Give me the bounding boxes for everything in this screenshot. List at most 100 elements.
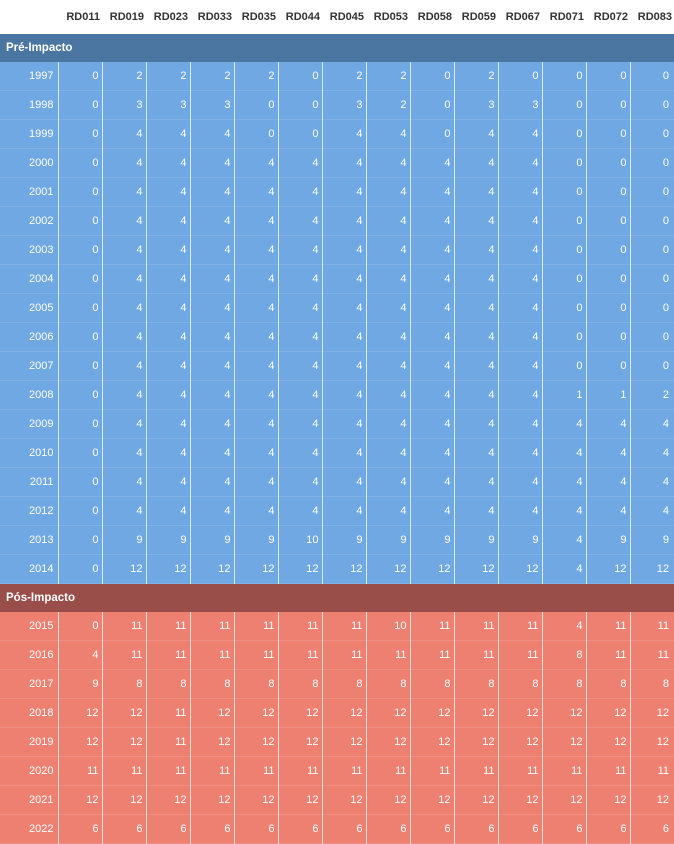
data-cell: 0 — [542, 322, 587, 352]
data-cell: 9 — [498, 525, 543, 555]
data-cell: 4 — [102, 467, 147, 497]
data-cell: 4 — [454, 496, 499, 526]
column-header[interactable]: RD011 — [58, 0, 102, 34]
data-cell: 4 — [190, 351, 235, 381]
data-cell: 0 — [630, 148, 674, 178]
data-cell: 0 — [58, 467, 103, 497]
data-cell: 1 — [542, 380, 587, 410]
column-header[interactable]: RD033 — [190, 0, 234, 34]
data-cell: 4 — [234, 148, 279, 178]
data-cell: 11 — [58, 756, 103, 786]
data-cell: 12 — [542, 727, 587, 757]
column-header[interactable]: RD058 — [410, 0, 454, 34]
column-header[interactable]: RD072 — [586, 0, 630, 34]
column-header[interactable]: RD045 — [322, 0, 366, 34]
data-cell: 4 — [366, 235, 411, 265]
data-cell: 4 — [190, 467, 235, 497]
data-cell: 11 — [454, 612, 499, 641]
row-year-label: 2011 — [0, 467, 59, 497]
data-cell: 12 — [498, 727, 543, 757]
data-cell: 0 — [410, 119, 455, 149]
data-cell: 6 — [542, 814, 587, 844]
data-cell: 0 — [542, 62, 587, 91]
group-header-row[interactable]: Pré-Impacto — [0, 34, 674, 62]
data-cell: 4 — [410, 206, 455, 236]
data-cell: 10 — [278, 525, 323, 555]
data-cell: 12 — [586, 727, 631, 757]
data-cell: 6 — [410, 814, 455, 844]
data-cell: 4 — [190, 409, 235, 439]
data-cell: 0 — [586, 322, 631, 352]
data-cell: 4 — [454, 293, 499, 323]
data-cell: 12 — [146, 785, 191, 815]
column-header[interactable]: RD035 — [234, 0, 278, 34]
data-cell: 12 — [630, 554, 674, 584]
data-cell: 4 — [322, 438, 367, 468]
table-row: 2002 0 4 4 4 4 4 4 4 4 4 4 0 0 0 — [0, 206, 674, 236]
data-cell: 4 — [146, 119, 191, 149]
table-row: 2005 0 4 4 4 4 4 4 4 4 4 4 0 0 0 — [0, 293, 674, 323]
group-header-row[interactable]: Pós-Impacto — [0, 583, 674, 612]
data-cell: 4 — [146, 322, 191, 352]
data-cell: 3 — [190, 90, 235, 120]
data-cell: 8 — [366, 669, 411, 699]
row-year-label: 2008 — [0, 380, 59, 410]
data-cell: 0 — [586, 62, 631, 91]
data-cell: 8 — [630, 669, 674, 699]
data-cell: 0 — [586, 264, 631, 294]
data-cell: 4 — [322, 235, 367, 265]
data-cell: 4 — [454, 351, 499, 381]
data-cell: 8 — [586, 669, 631, 699]
column-header[interactable]: RD071 — [542, 0, 586, 34]
data-cell: 4 — [278, 467, 323, 497]
column-header[interactable]: RD023 — [146, 0, 190, 34]
data-cell: 12 — [102, 785, 147, 815]
column-header[interactable]: RD053 — [366, 0, 410, 34]
data-cell: 4 — [146, 177, 191, 207]
column-header[interactable]: RD044 — [278, 0, 322, 34]
column-header[interactable]: RD059 — [454, 0, 498, 34]
data-cell: 4 — [586, 467, 631, 497]
table-row: 2016 4 11 11 11 11 11 11 11 11 11 11 8 11 11 — [0, 640, 674, 670]
column-header[interactable]: RD019 — [102, 0, 146, 34]
data-cell: 0 — [586, 293, 631, 323]
data-cell: 4 — [234, 235, 279, 265]
column-header[interactable]: RD067 — [498, 0, 542, 34]
data-cell: 4 — [498, 264, 543, 294]
data-cell: 4 — [410, 177, 455, 207]
data-cell: 6 — [58, 814, 103, 844]
row-year-label: 2022 — [0, 814, 59, 844]
data-cell: 12 — [454, 698, 499, 728]
data-cell: 0 — [278, 62, 323, 91]
table-row: 2000 0 4 4 4 4 4 4 4 4 4 4 0 0 0 — [0, 148, 674, 178]
data-cell: 6 — [586, 814, 631, 844]
data-cell: 0 — [630, 264, 674, 294]
data-cell: 11 — [498, 756, 543, 786]
table-row: 1998 0 3 3 3 0 0 3 2 0 3 3 0 0 0 — [0, 90, 674, 120]
data-cell: 3 — [322, 90, 367, 120]
data-cell: 0 — [586, 351, 631, 381]
data-cell: 4 — [146, 206, 191, 236]
column-header[interactable]: RD083 — [630, 0, 674, 34]
table-row: 2014 0 12 12 12 12 12 12 12 12 12 12 4 12 12 — [0, 554, 674, 584]
data-cell: 0 — [542, 119, 587, 149]
data-cell: 4 — [190, 438, 235, 468]
data-cell: 4 — [234, 496, 279, 526]
row-year-label: 2004 — [0, 264, 59, 294]
data-cell: 0 — [542, 235, 587, 265]
group-pos-impacto: Pós-Impacto 2015 0 11 11 11 11 11 11 10 11 11 11 4 11 1… — [0, 583, 674, 844]
data-cell: 4 — [58, 640, 103, 670]
data-cell: 4 — [190, 177, 235, 207]
table-row: 2010 0 4 4 4 4 4 4 4 4 4 4 4 4 4 — [0, 438, 674, 468]
data-cell: 3 — [454, 90, 499, 120]
data-cell: 12 — [322, 727, 367, 757]
data-cell: 4 — [322, 496, 367, 526]
table-row: 2012 0 4 4 4 4 4 4 4 4 4 4 4 4 4 — [0, 496, 674, 526]
data-cell: 4 — [542, 496, 587, 526]
group-pre-impacto: Pré-Impacto 1997 0 2 2 2 2 0 2 2 0 2 0 0 0 0 1998 0 3 3 3 0 0 3… — [0, 34, 674, 584]
table-row: 1997 0 2 2 2 2 0 2 2 0 2 0 0 0 0 — [0, 62, 674, 91]
data-cell: 4 — [146, 467, 191, 497]
data-cell: 0 — [58, 264, 103, 294]
data-cell: 4 — [234, 293, 279, 323]
